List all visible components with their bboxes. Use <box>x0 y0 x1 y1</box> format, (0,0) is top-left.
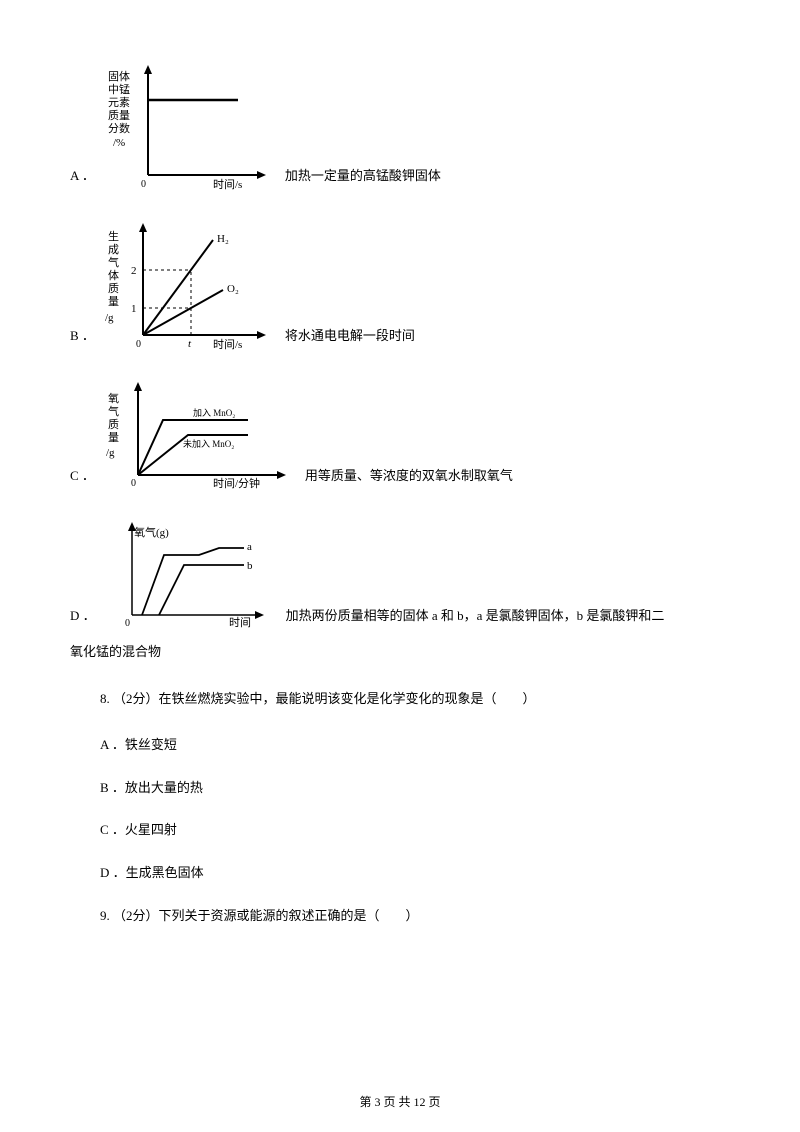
page-footer: 第 3 页 共 12 页 <box>0 1093 800 1110</box>
option-d-continuation: 氧化锰的混合物 <box>70 638 730 667</box>
svg-text:时间/分钟: 时间/分钟 <box>213 476 260 490</box>
option-c-desc: 用等质量、等浓度的双氧水制取氧气 <box>305 465 513 490</box>
svg-text:生: 生 <box>108 229 119 243</box>
svg-text:固体: 固体 <box>108 69 130 83</box>
svg-text:2: 2 <box>131 265 137 277</box>
chart-d: a b 氧气(g) 0 时间 <box>104 520 274 630</box>
chart-a: 固体 中锰 元素 质量 分数 /% 0 时间/s <box>103 60 273 190</box>
q9-stem: 9. （2分）下列关于资源或能源的叙述正确的是（ ） <box>100 902 730 931</box>
svg-text:H₂: H₂ <box>217 233 229 245</box>
option-b-letter: B ． <box>70 325 95 350</box>
svg-text:0: 0 <box>131 478 136 489</box>
svg-text:/g: /g <box>106 447 115 459</box>
svg-text:0: 0 <box>136 339 141 350</box>
option-c-row: C ． 加入 MnO₂ 未加入 MnO₂ 氧 气 质 量 /g 0 时间/分钟 … <box>70 380 730 490</box>
svg-text:量: 量 <box>108 431 119 444</box>
option-b-row: B ． H₂ O₂ 2 1 t 生 成 气 体 质 量 /g 0 时间/s 将水… <box>70 220 730 350</box>
svg-text:O₂: O₂ <box>227 283 239 295</box>
svg-text:中锰: 中锰 <box>108 82 130 96</box>
option-b-desc: 将水通电电解一段时间 <box>285 325 415 350</box>
svg-text:时间/s: 时间/s <box>213 178 242 190</box>
svg-text:b: b <box>247 560 253 572</box>
q8-stem: 8. （2分）在铁丝燃烧实验中，最能说明该变化是化学变化的现象是（ ） <box>100 685 730 714</box>
svg-text:成: 成 <box>108 243 119 256</box>
option-c-letter: C ． <box>70 465 95 490</box>
option-d-letter: D ． <box>70 605 96 630</box>
option-d-desc: 加热两份质量相等的固体 a 和 b，a 是氯酸钾固体，b 是氯酸钾和二 <box>286 605 665 630</box>
svg-text:0: 0 <box>141 179 146 190</box>
svg-text:氧气(g): 氧气(g) <box>134 525 169 539</box>
svg-text:分数: 分数 <box>108 122 130 135</box>
svg-text:加入 MnO₂: 加入 MnO₂ <box>193 408 235 418</box>
svg-text:质: 质 <box>108 418 119 431</box>
svg-text:体: 体 <box>108 268 119 282</box>
svg-text:a: a <box>247 541 252 553</box>
option-a-row: A ． 固体 中锰 元素 质量 分数 /% 0 时间/s 加热一定量的高锰酸钾固… <box>70 60 730 190</box>
q8-option-a: A ．铁丝变短 <box>100 731 730 760</box>
option-a-desc: 加热一定量的高锰酸钾固体 <box>285 165 441 190</box>
svg-text:时间: 时间 <box>229 616 251 629</box>
chart-b: H₂ O₂ 2 1 t 生 成 气 体 质 量 /g 0 时间/s <box>103 220 273 350</box>
option-d-row: D ． a b 氧气(g) 0 时间 加热两份质量相等的固体 a 和 b，a 是… <box>70 520 730 630</box>
svg-text:1: 1 <box>131 303 137 315</box>
svg-text:元素: 元素 <box>108 96 130 109</box>
svg-text:气: 气 <box>108 255 119 269</box>
svg-text:量: 量 <box>108 295 119 308</box>
svg-text:/g: /g <box>105 312 114 324</box>
svg-text:0: 0 <box>125 618 130 629</box>
q8-option-d: D ．生成黑色固体 <box>100 859 730 888</box>
svg-text:质量: 质量 <box>108 109 130 122</box>
svg-text:/%: /% <box>113 137 125 149</box>
svg-text:氧: 氧 <box>108 391 119 405</box>
svg-text:质: 质 <box>108 282 119 295</box>
svg-text:t: t <box>188 338 192 350</box>
option-a-letter: A ． <box>70 165 95 190</box>
q8-option-b: B ．放出大量的热 <box>100 774 730 803</box>
chart-c: 加入 MnO₂ 未加入 MnO₂ 氧 气 质 量 /g 0 时间/分钟 <box>103 380 293 490</box>
svg-text:未加入 MnO₂: 未加入 MnO₂ <box>183 438 234 449</box>
svg-text:气: 气 <box>108 404 119 418</box>
q8-option-c: C ．火星四射 <box>100 816 730 845</box>
svg-text:时间/s: 时间/s <box>213 338 242 350</box>
